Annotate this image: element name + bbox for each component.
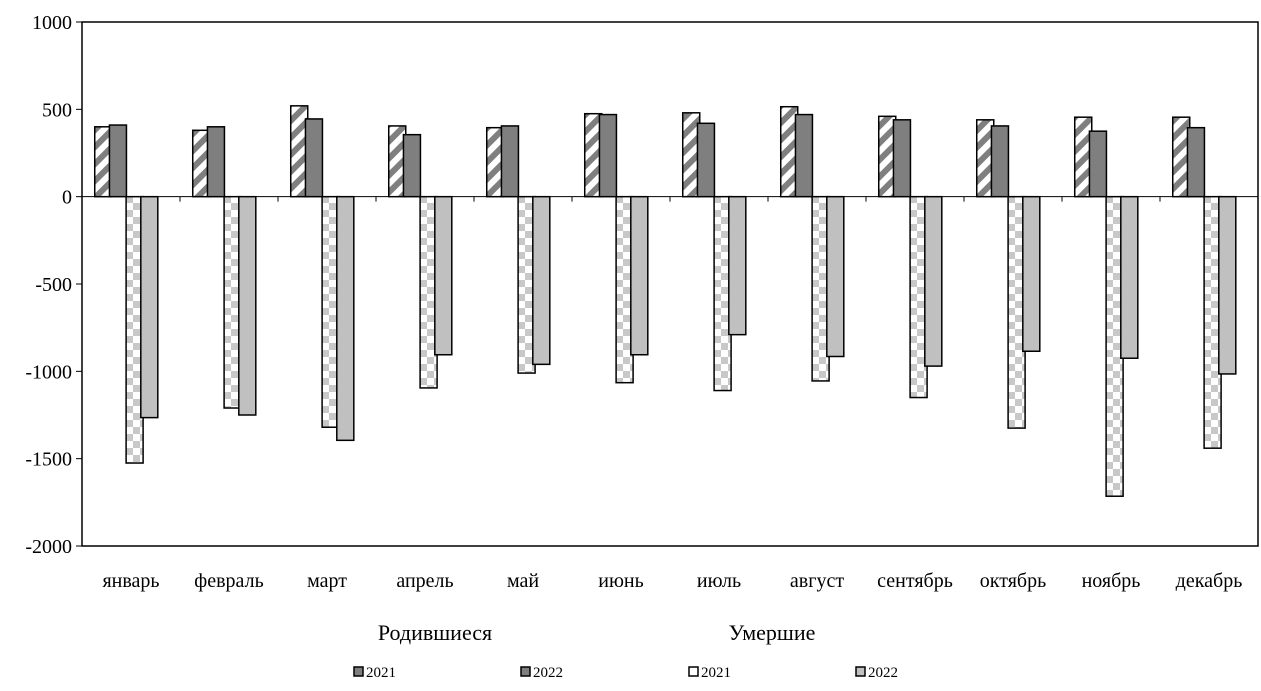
x-tick-label: март	[307, 570, 347, 592]
legend-label: 2021	[701, 665, 731, 681]
bar-born-2022	[500, 125, 520, 198]
group-label-died: Умершие	[729, 620, 816, 645]
legend-swatch	[855, 666, 866, 677]
bar-born-2022	[206, 126, 226, 198]
bar-died-2022	[434, 195, 453, 356]
bar-born-2022	[990, 125, 1010, 198]
y-tick-label: -1500	[25, 449, 72, 471]
legend-swatch	[520, 666, 531, 677]
bar-died-2022	[532, 195, 551, 366]
bar-born-2022	[108, 124, 128, 198]
bar-born-2022	[402, 133, 422, 198]
bar-born-2022	[892, 119, 912, 198]
bar-died-2022	[630, 195, 649, 356]
x-tick-label: январь	[102, 570, 159, 592]
plot-frame	[81, 21, 1259, 547]
x-tick-label: апрель	[396, 570, 453, 592]
legend-label: 2022	[868, 665, 898, 681]
x-tick-label: октябрь	[980, 570, 1046, 592]
bar-died-2022	[924, 195, 943, 367]
bar-died-2022	[1120, 195, 1139, 359]
group-label-born: Родившиеся	[378, 620, 492, 645]
bar-died-2022	[728, 195, 747, 336]
legend: 2021 2022 2021 2022	[353, 665, 898, 681]
legend-swatch	[688, 666, 699, 677]
x-tick-label: сентябрь	[877, 570, 953, 592]
bar-died-2022	[336, 195, 355, 442]
x-tick-label: август	[790, 570, 844, 592]
x-tick-label: июнь	[598, 570, 643, 592]
legend-label: 2022	[533, 665, 563, 681]
bar-born-2022	[304, 118, 324, 198]
x-tick-label: июль	[697, 570, 741, 592]
legend-label: 2021	[366, 665, 396, 681]
bar-died-2022	[140, 195, 159, 419]
x-tick-label: май	[507, 570, 539, 592]
y-tick-label: 1000	[32, 12, 72, 34]
bar-born-2022	[696, 122, 716, 198]
bar-died-2022	[1218, 195, 1237, 375]
bar-born-2022	[1088, 130, 1108, 198]
y-tick-label: 500	[42, 99, 72, 121]
x-tick-label: февраль	[194, 570, 263, 592]
y-tick-label: -2000	[25, 536, 72, 558]
y-tick-label: 0	[62, 187, 72, 209]
bar-died-2022	[1022, 195, 1041, 352]
legend-swatch	[353, 666, 364, 677]
x-tick-label: декабрь	[1176, 570, 1243, 592]
bar-born-2022	[1186, 126, 1206, 198]
bar-died-2022	[238, 195, 257, 416]
bar-born-2022	[598, 113, 618, 198]
bar-died-2022	[826, 195, 845, 358]
y-tick-label: -1000	[25, 361, 72, 383]
x-tick-label: ноябрь	[1082, 570, 1141, 592]
bar-born-2022	[794, 113, 814, 198]
y-tick-label: -500	[35, 274, 72, 296]
